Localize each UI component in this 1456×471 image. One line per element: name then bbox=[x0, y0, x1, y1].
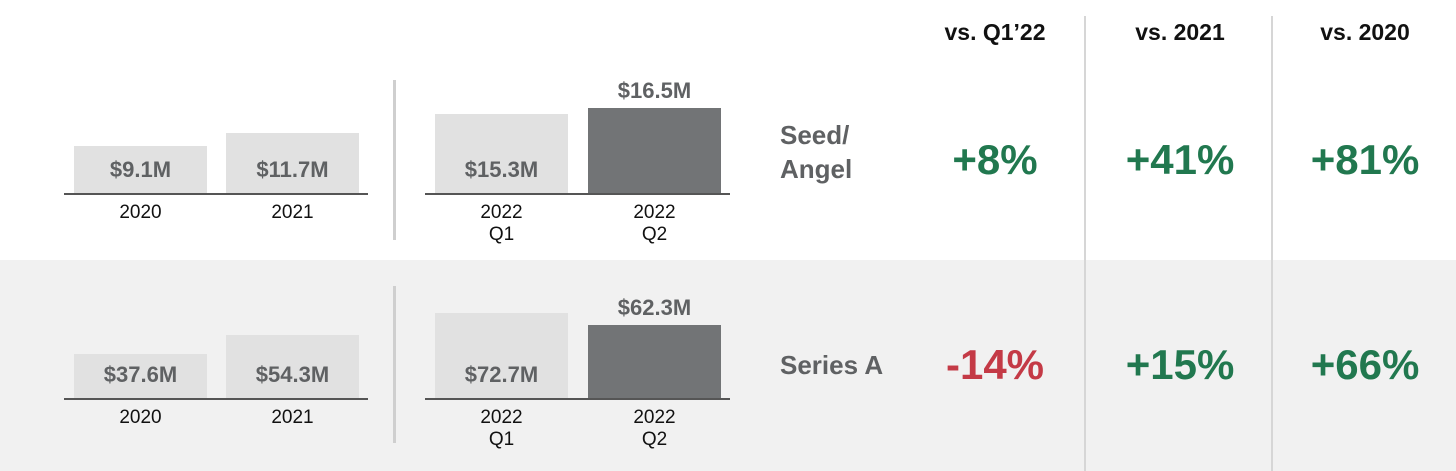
bar-2021 bbox=[226, 335, 359, 398]
bar-2022-q1 bbox=[435, 313, 568, 398]
column-separator bbox=[1084, 16, 1086, 471]
row-label-text: Seed/Angel bbox=[780, 120, 853, 184]
category-label-2022-q2: 2022 Q2 bbox=[633, 407, 676, 450]
category-label-2022-q2: 2022 Q2 bbox=[633, 202, 676, 245]
category-label-2022-q1: 2022 Q1 bbox=[480, 202, 523, 245]
change-vs-2021-series-a: +15% bbox=[1125, 341, 1235, 388]
row-label-seed-angel: Seed/Angel bbox=[780, 118, 890, 186]
row-label-series-a: Series A bbox=[780, 350, 884, 380]
column-separator bbox=[1271, 16, 1273, 471]
change-vs-q1-seed: +8% bbox=[952, 136, 1038, 183]
change-vs-2020-seed: +81% bbox=[1310, 136, 1420, 183]
bar-value-label-2022-q2: $16.5M bbox=[617, 78, 692, 103]
bar-2022-q2 bbox=[588, 108, 721, 193]
bar-value-label-2022-q2: $62.3M bbox=[617, 295, 692, 320]
change-vs-2021-seed: +41% bbox=[1125, 136, 1235, 183]
bar-value-label-2020: $9.1M bbox=[109, 157, 172, 182]
bar-2020 bbox=[74, 354, 207, 398]
column-header-vs-2021: vs. 2021 bbox=[1135, 19, 1225, 45]
bar-2022-q2 bbox=[588, 325, 721, 398]
bar-2021 bbox=[226, 133, 359, 193]
bar-2022-q1 bbox=[435, 114, 568, 193]
category-label-2021: 2021 bbox=[271, 202, 314, 223]
category-label-2020: 2020 bbox=[119, 202, 162, 223]
category-label-2021: 2021 bbox=[271, 407, 314, 428]
category-label-2020: 2020 bbox=[119, 407, 162, 428]
change-vs-2020-series-a: +66% bbox=[1310, 341, 1420, 388]
bar-2020 bbox=[74, 146, 207, 193]
column-header-vs-q1-22: vs. Q1’22 bbox=[944, 19, 1046, 45]
baseline-quarterly bbox=[425, 193, 730, 195]
bar-value-label-2022-q1: $15.3M bbox=[464, 157, 539, 182]
category-label-2022-q1: 2022 Q1 bbox=[480, 407, 523, 450]
group-separator bbox=[393, 80, 396, 240]
baseline-annual bbox=[64, 193, 368, 195]
group-separator bbox=[393, 286, 396, 443]
bar-value-label-2021: $54.3M bbox=[255, 362, 330, 387]
bar-value-label-2020: $37.6M bbox=[103, 362, 178, 387]
baseline-quarterly bbox=[425, 398, 730, 400]
column-header-vs-2020: vs. 2020 bbox=[1320, 19, 1410, 45]
change-vs-q1-series-a: -14% bbox=[945, 341, 1045, 388]
bar-value-label-2021: $11.7M bbox=[256, 157, 329, 182]
baseline-annual bbox=[64, 398, 368, 400]
bar-value-label-2022-q1: $72.7M bbox=[464, 362, 539, 387]
